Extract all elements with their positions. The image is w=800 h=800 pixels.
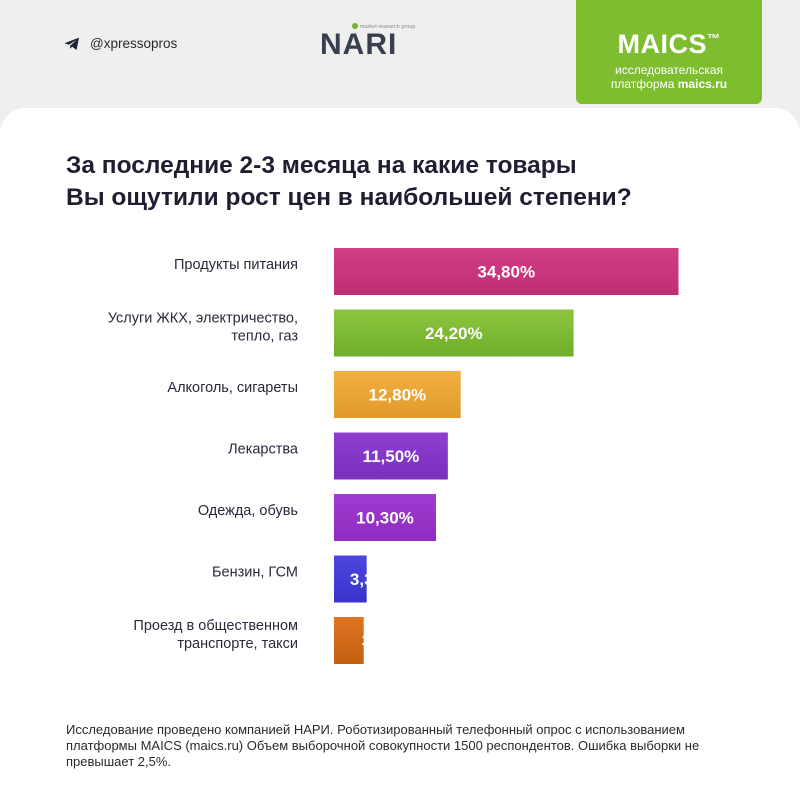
value-label-1: 24,20%	[425, 324, 483, 343]
maics-site: maics.ru	[677, 77, 728, 91]
category-label-2: Алкоголь, сигареты	[167, 380, 298, 396]
bar-6	[334, 617, 364, 664]
nari-logo-wordmark: NARI	[320, 28, 398, 61]
value-label-2: 12,80%	[369, 386, 427, 405]
maics-badge: MAICS™ исследовательская платформа maics…	[576, 0, 762, 104]
nari-logo-tagline: market research group	[360, 24, 416, 30]
value-label-0: 34,80%	[477, 263, 535, 282]
trademark-sign: ™	[707, 31, 721, 46]
maics-subtitle: исследовательская платформа maics.ru	[610, 63, 728, 91]
bar-0	[334, 248, 679, 295]
header: @xpressopros market research group NARI …	[0, 0, 800, 110]
bar-4	[334, 494, 436, 541]
methodology-note: Исследование проведено компанией НАРИ. Р…	[66, 722, 700, 769]
bar-2	[334, 371, 461, 418]
category-label-0: Продукты питания	[174, 257, 298, 273]
value-label-6: 3%	[362, 632, 387, 651]
category-label-6-line-1: транспорте, такси	[177, 636, 298, 652]
value-label-5: 3,30%	[350, 570, 398, 589]
maics-brand: MAICS™	[617, 29, 721, 59]
bar-5	[334, 555, 367, 603]
telegram-handle: @xpressopros	[90, 36, 178, 51]
bar-1	[334, 309, 574, 357]
category-label-3: Лекарства	[228, 442, 299, 458]
value-label-4: 10,30%	[356, 509, 414, 528]
nari-logo-dot	[352, 23, 358, 29]
telegram-link[interactable]: @xpressopros	[64, 36, 177, 51]
nari-logo: market research group NARI	[320, 23, 440, 66]
value-label-3: 11,50%	[363, 447, 420, 466]
telegram-icon	[64, 37, 79, 50]
category-label-6-line-0: Проезд в общественном	[133, 618, 298, 634]
category-label-1-line-0: Услуги ЖКХ, электричество,	[108, 311, 298, 327]
category-label-5: Бензин, ГСМ	[212, 565, 298, 581]
category-label-1-line-1: тепло, газ	[231, 329, 298, 345]
category-label-4: Одежда, обувь	[198, 503, 298, 519]
chart-title: За последние 2-3 месяца на какие товары …	[66, 152, 632, 211]
bar-3	[334, 432, 448, 480]
